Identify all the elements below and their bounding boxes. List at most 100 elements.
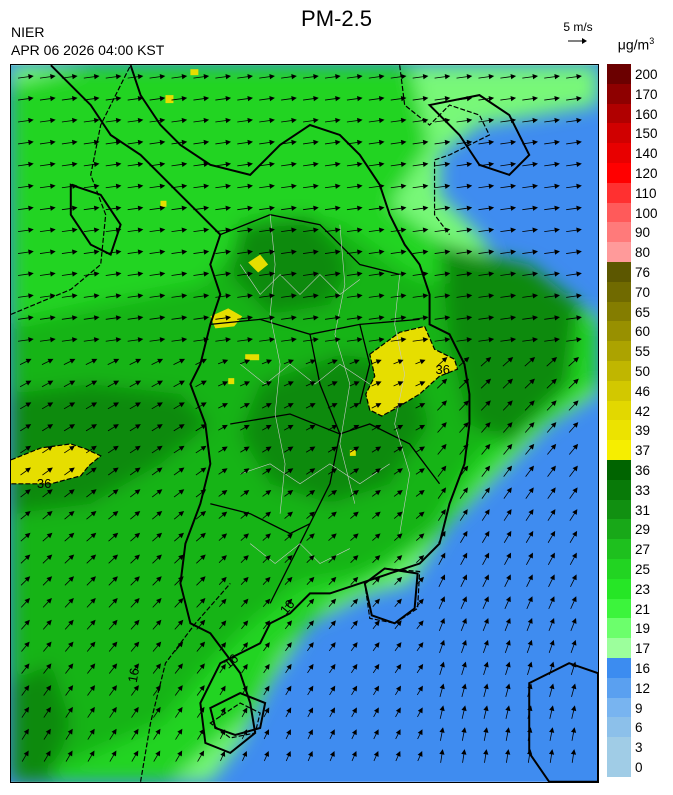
- wind-arrow: [219, 685, 226, 696]
- wind-arrow: [83, 183, 100, 189]
- wind-arrow: [459, 509, 468, 521]
- wind-arrow: [105, 293, 122, 299]
- wind-arrow: [566, 205, 582, 211]
- wind-arrow: [83, 139, 100, 146]
- wind-arrow: [64, 554, 75, 564]
- wind-arrow: [171, 183, 188, 189]
- colorbar-level-label: 23: [635, 581, 651, 597]
- wind-arrow: [390, 117, 407, 124]
- wind-arrow: [504, 639, 511, 654]
- wind-arrow: [171, 315, 188, 321]
- wind-arrow: [86, 511, 97, 520]
- wind-arrow: [149, 293, 166, 299]
- wind-arrow: [108, 619, 118, 630]
- wind-arrow: [87, 685, 96, 696]
- wind-arrow: [417, 729, 423, 740]
- wind-arrow: [20, 424, 32, 432]
- wind-arrow: [346, 95, 363, 102]
- wind-arrow: [456, 95, 473, 102]
- wind-arrow: [412, 139, 429, 146]
- wind-arrow: [215, 139, 232, 146]
- wind-arrow: [417, 751, 423, 762]
- wind-arrow: [240, 598, 249, 608]
- wind-arrow: [303, 74, 319, 80]
- wind-arrow: [86, 467, 97, 476]
- wind-arrow: [171, 337, 188, 343]
- wind-arrow: [461, 661, 467, 675]
- wind-arrow: [107, 380, 120, 388]
- wind-arrow: [105, 117, 122, 124]
- wind-arrow: [196, 706, 205, 718]
- wind-arrow: [130, 598, 140, 608]
- wind-arrow: [328, 598, 337, 608]
- wind-arrow: [262, 446, 272, 453]
- wind-arrow: [129, 489, 141, 498]
- wind-arrow: [20, 532, 31, 542]
- wind-arrow: [173, 511, 185, 520]
- wind-arrow: [39, 249, 56, 255]
- wind-arrow: [17, 183, 34, 189]
- wind-arrow: [196, 619, 206, 630]
- wind-arrow: [478, 183, 495, 189]
- wind-arrow: [262, 576, 271, 585]
- colorbar-swatch: [607, 301, 631, 322]
- wind-arrow: [390, 271, 407, 277]
- wind-arrow: [459, 443, 469, 455]
- wind-arrow: [43, 706, 52, 718]
- wind-arrow: [130, 576, 140, 586]
- wind-arrow: [461, 727, 467, 741]
- wind-arrow: [263, 751, 269, 762]
- wind-arrow: [171, 271, 188, 277]
- wind-arrow: [195, 489, 207, 498]
- wind-arrow: [417, 707, 423, 718]
- wind-arrow: [481, 422, 491, 433]
- wind-arrow: [305, 403, 316, 409]
- wind-arrow: [193, 271, 210, 277]
- wind-arrow: [505, 683, 511, 697]
- wind-arrow: [437, 509, 446, 521]
- wind-arrow: [349, 359, 360, 365]
- wind-arrow: [503, 465, 513, 477]
- wind-arrow: [61, 249, 78, 255]
- wind-arrow: [544, 227, 560, 233]
- wind-arrow: [434, 161, 451, 167]
- forecast-timestamp: APR 06 2026 04:00 KST: [11, 42, 165, 58]
- wind-arrow: [439, 749, 445, 763]
- wind-arrow: [127, 337, 144, 343]
- wind-arrow: [566, 117, 582, 124]
- wind-arrow: [151, 402, 163, 410]
- wind-arrow: [152, 554, 162, 564]
- wind-arrow: [237, 95, 253, 102]
- wind-arrow: [87, 663, 96, 674]
- pm25-forecast-map[interactable]: 36 36 16 16 16: [10, 64, 599, 783]
- wind-arrow: [284, 533, 293, 541]
- wind-arrow: [393, 381, 404, 387]
- wind-arrow: [108, 554, 119, 564]
- wind-arrow: [390, 205, 407, 211]
- colorbar-swatch: [607, 202, 631, 223]
- wind-arrow: [350, 620, 358, 630]
- wind-arrow: [503, 509, 512, 521]
- wind-arrow: [412, 117, 429, 124]
- wind-arrow: [368, 227, 385, 233]
- wind-arrow: [305, 381, 316, 387]
- wind-arrow: [173, 467, 185, 476]
- wind-arrow: [329, 751, 335, 762]
- colorbar-swatch: [607, 103, 631, 124]
- wind-arrow: [259, 337, 275, 343]
- wind-arrow: [461, 749, 467, 763]
- wind-arrow: [196, 554, 206, 564]
- wind-arrow: [127, 74, 144, 80]
- wind-arrow: [149, 95, 166, 102]
- wind-arrow: [196, 641, 206, 652]
- wind-arrow: [306, 511, 315, 519]
- wind-arrow: [346, 271, 363, 277]
- wind-arrow: [371, 468, 382, 475]
- wind-arrow: [544, 139, 560, 146]
- wind-arrow: [346, 117, 363, 124]
- wind-arrow: [259, 117, 275, 124]
- wind-arrow: [64, 445, 75, 454]
- wind-arrow: [527, 661, 533, 675]
- wind-arrow: [20, 489, 31, 498]
- wind-arrow: [500, 293, 517, 299]
